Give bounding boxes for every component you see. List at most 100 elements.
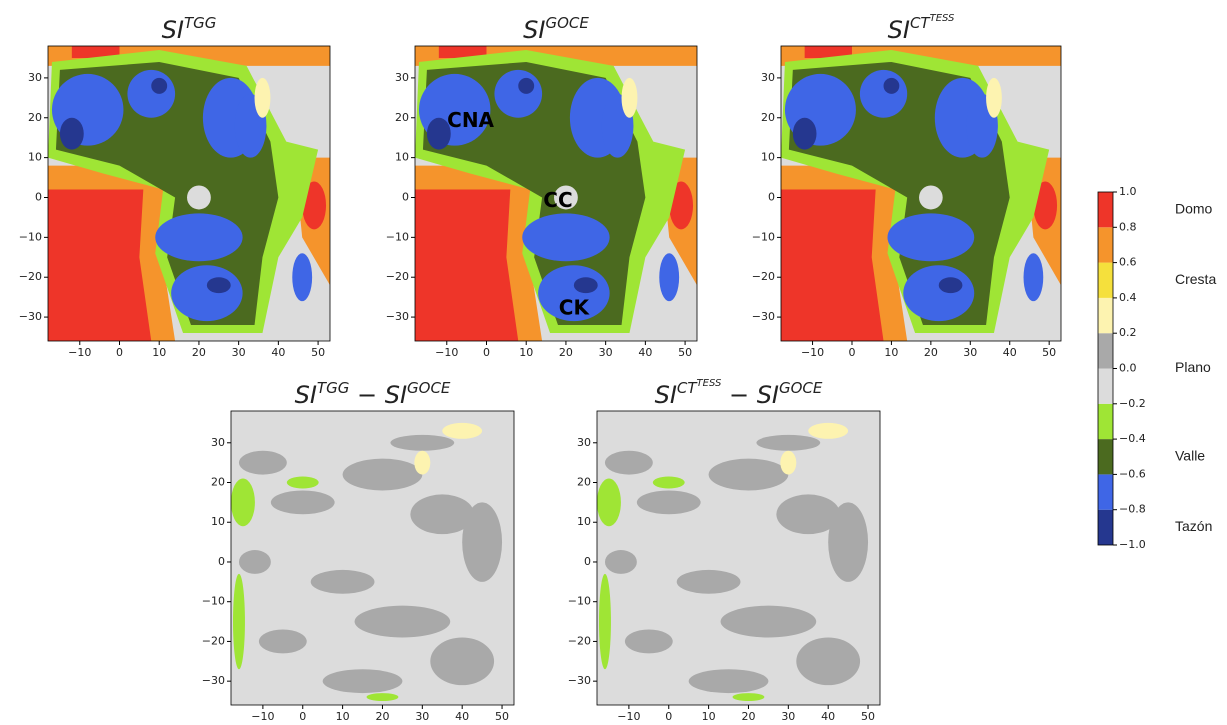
y-tick-label: −10 xyxy=(202,595,225,608)
y-tick-label: −30 xyxy=(202,674,225,687)
field-region xyxy=(494,69,543,118)
field-region xyxy=(903,265,975,322)
field-region xyxy=(652,476,685,489)
map-field xyxy=(48,46,330,341)
field-region xyxy=(688,669,769,694)
x-tick-label: 40 xyxy=(455,710,469,723)
colorbar-band xyxy=(1098,509,1113,545)
colorbar-band xyxy=(1098,403,1113,440)
field-region xyxy=(518,77,535,94)
map-field xyxy=(597,411,880,705)
y-tick-label: −10 xyxy=(19,230,42,243)
colorbar-band xyxy=(1098,439,1113,475)
x-tick-label: 20 xyxy=(741,710,755,723)
field-region xyxy=(621,77,638,118)
annotation: CNA xyxy=(447,108,494,132)
field-region xyxy=(808,422,849,439)
y-tick-label: 0 xyxy=(768,190,775,203)
colorbar-band xyxy=(1098,474,1113,510)
field-region xyxy=(430,637,495,686)
title-part: SI xyxy=(757,381,779,409)
x-tick-label: 0 xyxy=(665,710,672,723)
colorbar-tick-label: −0.6 xyxy=(1119,467,1146,480)
field-region xyxy=(756,434,821,451)
x-tick-label: 30 xyxy=(415,710,429,723)
x-tick-label: 0 xyxy=(848,346,855,359)
y-tick-label: 20 xyxy=(761,111,775,124)
field-region xyxy=(390,434,455,451)
field-region xyxy=(796,637,861,686)
colorbar-tick-label: 0.2 xyxy=(1119,326,1137,339)
class-label: Plano xyxy=(1175,359,1211,375)
x-tick-label: 50 xyxy=(495,710,509,723)
title-part: TESS xyxy=(697,378,722,389)
field-region xyxy=(781,189,884,341)
field-region xyxy=(59,117,84,150)
x-tick-label: 10 xyxy=(519,346,533,359)
field-region xyxy=(624,629,673,654)
title-part: CT xyxy=(910,14,931,32)
field-region xyxy=(366,693,399,702)
field-region xyxy=(720,605,817,638)
field-region xyxy=(410,494,475,535)
x-tick-label: −10 xyxy=(801,346,824,359)
y-tick-label: 0 xyxy=(402,190,409,203)
field-region xyxy=(238,450,287,475)
x-tick-label: 30 xyxy=(963,346,977,359)
chart-title: SITGG − SIGOCE xyxy=(295,379,451,409)
field-region xyxy=(414,450,431,475)
x-tick-label: 10 xyxy=(336,710,350,723)
y-tick-label: −30 xyxy=(568,674,591,687)
field-region xyxy=(322,669,403,694)
y-tick-label: 20 xyxy=(28,111,42,124)
y-tick-label: −10 xyxy=(752,230,775,243)
title-part: TGG xyxy=(184,14,216,32)
y-tick-label: −10 xyxy=(386,230,409,243)
field-region xyxy=(302,181,327,230)
colorbar-band xyxy=(1098,262,1113,298)
field-region xyxy=(127,69,176,118)
y-tick-label: 30 xyxy=(28,71,42,84)
y-tick-label: 20 xyxy=(577,476,591,489)
chart-title: SITGG xyxy=(162,14,217,44)
plot-frame xyxy=(780,45,1062,342)
x-tick-label: −10 xyxy=(68,346,91,359)
colorbar-tick-label: 0.4 xyxy=(1119,291,1137,304)
x-tick-label: 20 xyxy=(924,346,938,359)
field-region xyxy=(554,185,578,210)
field-region xyxy=(206,277,231,294)
chart-title: SICTTESS − SIGOCE xyxy=(655,378,823,409)
x-tick-label: 40 xyxy=(271,346,285,359)
field-region xyxy=(1023,253,1044,302)
class-label: Domo xyxy=(1175,200,1213,216)
x-tick-label: 20 xyxy=(559,346,573,359)
chart-title: SICTTESS xyxy=(888,13,955,44)
title-part: TESS xyxy=(930,13,955,24)
field-region xyxy=(71,46,120,58)
title-part: SI xyxy=(655,381,677,409)
class-label: Cresta xyxy=(1175,271,1216,287)
x-tick-label: 30 xyxy=(599,346,613,359)
colorbar-band xyxy=(1098,297,1113,334)
x-tick-label: 10 xyxy=(702,710,716,723)
y-tick-label: 10 xyxy=(28,151,42,164)
title-part: GOCE xyxy=(779,379,823,397)
field-region xyxy=(187,185,211,210)
y-tick-label: 20 xyxy=(395,111,409,124)
y-tick-label: −20 xyxy=(386,270,409,283)
title-part: − xyxy=(721,381,756,409)
y-tick-label: −10 xyxy=(568,595,591,608)
y-tick-label: −20 xyxy=(752,270,775,283)
y-tick-label: 0 xyxy=(35,190,42,203)
field-region xyxy=(48,189,152,341)
plot-frame xyxy=(230,410,515,706)
field-region xyxy=(883,77,900,94)
title-part: SI xyxy=(162,16,184,44)
field-region xyxy=(597,478,621,527)
field-region xyxy=(887,213,975,262)
x-tick-label: 40 xyxy=(821,710,835,723)
field-region xyxy=(636,490,701,515)
class-label: Valle xyxy=(1175,447,1205,463)
title-part: − xyxy=(349,381,384,409)
